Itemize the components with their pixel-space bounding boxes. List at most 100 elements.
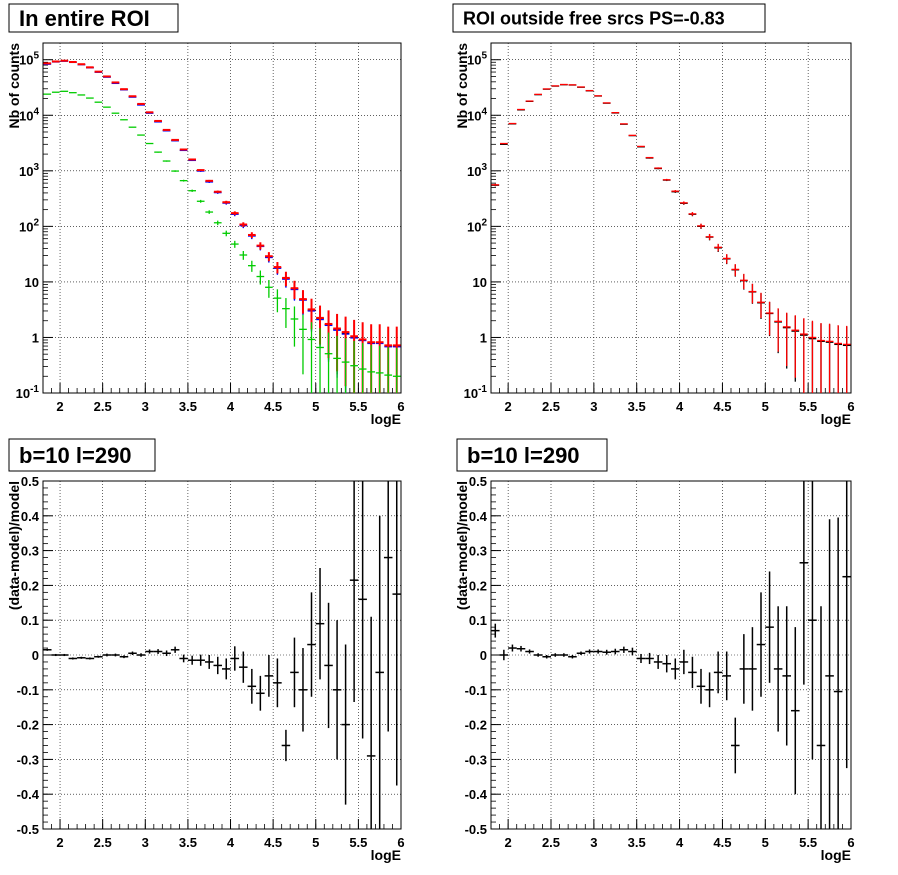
x-tick-label: 5.5 [349,399,367,414]
y-tick-label: 1 [480,330,487,345]
x-tick-label: 2.5 [542,399,560,414]
y-tick-label: 104 [19,106,39,123]
y-tick-label: -0.2 [17,718,39,733]
x-tick-label: 3.5 [179,399,197,414]
chart-panel-3: 2 2.5 3 3.5 4 4.5 5 5.5 6 -0.5 -0.4 -0.3 -0.2 -0.1 0 0.… [6,438,405,863]
x-tick-label: 5.5 [349,835,367,850]
x-tick-label: 3 [590,835,597,850]
y-tick-label: 0.3 [469,544,487,559]
x-tick-label: 4 [676,835,684,850]
y-tick-label: 0 [32,648,39,663]
x-tick-label: 4.5 [264,835,282,850]
y-tick-label: -0.4 [17,787,40,802]
x-tick-label: 2 [505,835,512,850]
chart-panel-2: 2 2.5 3 3.5 4 4.5 5 5.5 6 10-1 1 10 102 103 104 105 logE… [452,3,855,427]
chart-title: b=10 l=290 [19,443,132,468]
y-tick-label: 0.4 [469,509,488,524]
data-marks [43,481,401,829]
x-tick-label: 3.5 [179,835,197,850]
y-tick-label: 103 [19,162,39,179]
y-tick-label: 10 [25,275,39,290]
x-tick-label: 4.5 [713,835,731,850]
y-tick-label: 0.2 [21,578,39,593]
data-marks [491,83,851,393]
y-tick-label: 0.1 [21,613,39,628]
x-tick-label: 6 [397,835,404,850]
y-axis-label: Nb of counts [6,43,22,129]
y-tick-label: 0.2 [469,578,487,593]
y-tick-label: 102 [467,217,487,234]
x-tick-label: 5 [312,399,319,414]
y-tick-label: 104 [467,106,487,123]
x-axis-label: logE [371,847,401,863]
x-tick-label: 2.5 [94,835,112,850]
y-tick-label: 0.5 [21,474,39,489]
y-tick-label: 0.4 [21,509,40,524]
data-marks [491,481,851,829]
y-tick-label: 105 [19,51,39,68]
x-tick-label: 4 [227,835,235,850]
chart-title: In entire ROI [19,6,150,31]
x-tick-label: 3.5 [628,399,646,414]
x-tick-label: 6 [397,399,404,414]
title-box [8,438,156,472]
y-tick-label: 102 [19,217,39,234]
y-tick-label: -0.3 [17,752,39,767]
x-tick-label: 2 [505,399,512,414]
x-tick-label: 2.5 [94,399,112,414]
chart-title: b=10 l=290 [467,443,580,468]
chart-panel-4: 2 2.5 3 3.5 4 4.5 5 5.5 6 -0.5 -0.4 -0.3 -0.2 -0.1 0 0.… [454,438,855,863]
y-tick-label: 10-1 [464,384,488,401]
y-tick-label: 1 [32,330,39,345]
chart-title: ROI outside free srcs PS=-0.83 [463,8,725,28]
x-tick-label: 3.5 [628,835,646,850]
x-tick-label: 5.5 [799,399,817,414]
y-axis-label: (data-model)/model [454,481,470,610]
x-axis-label: logE [371,411,401,427]
y-tick-label: 0.5 [469,474,487,489]
title-box [8,3,179,33]
plot-frame [490,42,852,394]
y-tick-label: 0.3 [21,544,39,559]
x-tick-label: 5 [762,835,769,850]
y-axis-label: (data-model)/model [6,481,22,610]
x-axis-label: logE [821,847,851,863]
y-tick-label: 105 [467,51,487,68]
chart-panel-1: 2 2.5 3 3.5 4 4.5 5 5.5 6 10-1 1 10 102 103 104 105 logE… [6,3,405,427]
y-tick-label: 10-1 [16,384,40,401]
y-tick-label: -0.2 [465,718,487,733]
x-tick-label: 3 [590,399,597,414]
y-tick-label: -0.1 [465,683,487,698]
plot-frame [42,42,402,394]
x-tick-label: 6 [847,399,854,414]
x-axis-label: logE [821,411,851,427]
x-tick-label: 4 [227,399,235,414]
x-tick-label: 2.5 [542,835,560,850]
x-tick-label: 5 [312,835,319,850]
y-tick-label: 0 [480,648,487,663]
y-tick-label: -0.3 [465,752,487,767]
x-tick-label: 6 [847,835,854,850]
x-tick-label: 4.5 [264,399,282,414]
series-2 [491,83,851,393]
x-tick-label: 5 [762,399,769,414]
y-tick-label: 103 [467,162,487,179]
y-tick-label: -0.5 [465,822,487,837]
y-tick-label: 10 [473,275,487,290]
x-tick-label: 3 [142,835,149,850]
data-marks [43,59,401,393]
title-box [452,3,766,33]
y-tick-label: -0.4 [465,787,488,802]
x-tick-label: 4.5 [713,399,731,414]
x-tick-label: 2 [56,835,63,850]
y-tick-label: -0.5 [17,822,39,837]
x-tick-label: 2 [56,399,63,414]
x-tick-label: 3 [142,399,149,414]
y-tick-label: -0.1 [17,683,39,698]
series-4 [43,90,401,393]
y-tick-label: 0.1 [469,613,487,628]
x-tick-label: 4 [676,399,684,414]
y-axis-label: Nb of counts [454,43,470,129]
title-box [456,438,608,472]
